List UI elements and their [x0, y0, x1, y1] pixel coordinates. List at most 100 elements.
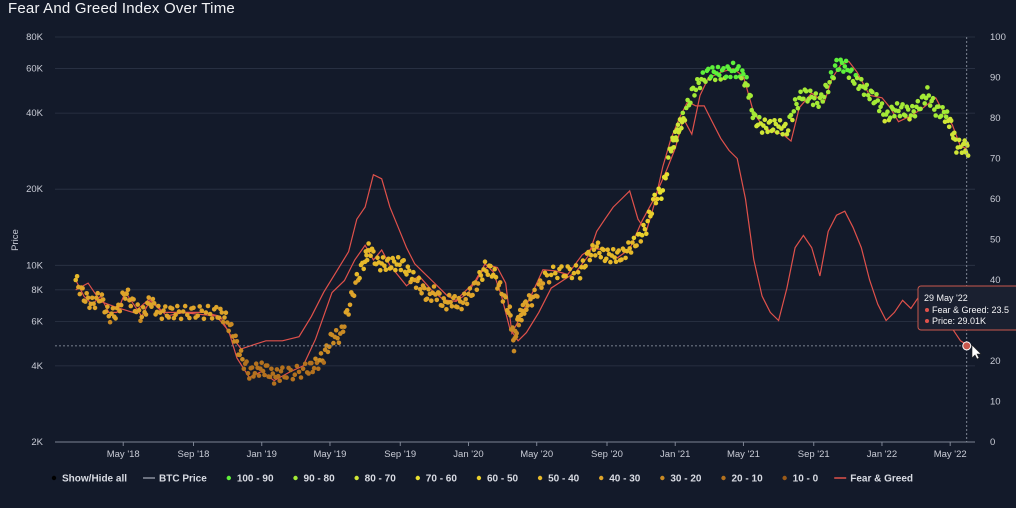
fear-greed-dot: [386, 256, 391, 262]
fear-greed-dot: [371, 249, 376, 254]
fear-greed-dot: [627, 246, 632, 251]
fear-greed-dot: [514, 330, 519, 336]
fear-greed-dot: [218, 306, 223, 312]
fear-greed-dot: [270, 371, 276, 376]
fear-greed-dot: [419, 291, 424, 296]
fear-greed-dot: [444, 307, 449, 312]
fear-greed-dot: [103, 309, 109, 314]
fear-greed-dot: [944, 109, 950, 114]
fear-greed-dot: [267, 374, 273, 380]
fear-greed-dot: [671, 145, 677, 150]
fear-greed-dot: [318, 351, 324, 356]
cursor-marker: [962, 341, 972, 351]
x-tick-label: Jan '19: [247, 449, 277, 460]
fear-greed-dot: [540, 281, 546, 286]
fear-greed-dot: [748, 93, 753, 98]
fear-greed-dot: [292, 372, 298, 378]
fear-greed-dot: [382, 263, 387, 269]
fear-greed-dot: [943, 114, 949, 120]
fear-greed-dot: [861, 92, 867, 98]
fear-greed-dot: [623, 255, 628, 261]
legend-item[interactable]: 40 - 30: [609, 474, 641, 485]
legend-item[interactable]: 10 - 0: [793, 474, 819, 485]
y-tick-label-left: 4K: [31, 361, 43, 372]
fear-greed-dot: [639, 232, 645, 238]
x-tick-label: Sep '19: [384, 449, 416, 460]
fear-greed-dot: [429, 298, 434, 304]
y-tick-label-left: 20K: [26, 184, 44, 195]
fear-greed-dot: [546, 280, 552, 285]
legend-item[interactable]: BTC Price: [159, 474, 207, 485]
fear-greed-dot: [480, 277, 485, 283]
y-tick-label-right: 10: [990, 397, 1001, 408]
fear-greed-dot: [900, 102, 905, 107]
fear-greed-dot: [182, 303, 188, 309]
fear-greed-dot: [749, 107, 754, 113]
legend-item[interactable]: 60 - 50: [487, 474, 519, 485]
legend-item[interactable]: 90 - 80: [304, 474, 336, 485]
fear-greed-dot: [311, 365, 317, 371]
fear-greed-dot: [616, 248, 621, 253]
fear-greed-dot: [652, 192, 657, 198]
fear-greed-dot: [759, 130, 765, 135]
fear-greed-dot: [364, 257, 370, 263]
fear-greed-dot: [842, 64, 848, 69]
fear-greed-dot: [342, 324, 347, 330]
fear-greed-dot: [166, 315, 171, 320]
fear-greed-dot: [740, 68, 745, 73]
fear-greed-dot: [649, 211, 655, 216]
fear-greed-dot: [728, 74, 733, 80]
fear-greed-dot: [768, 118, 773, 124]
fear-greed-dot: [820, 99, 825, 104]
fear-greed-dot: [679, 125, 684, 131]
tooltip-price: Price: 29.01K: [932, 316, 986, 326]
fear-greed-dot: [744, 74, 749, 80]
legend-item[interactable]: 80 - 70: [365, 474, 397, 485]
legend-item[interactable]: 70 - 60: [426, 474, 458, 485]
fear-greed-dot: [832, 63, 838, 68]
tooltip-fear-greed: Fear & Greed: 23.5: [932, 305, 1009, 315]
fear-greed-dot: [791, 109, 797, 114]
fear-greed-dot: [821, 94, 827, 100]
fear-greed-dot: [770, 127, 776, 132]
fear-greed-dot: [110, 306, 116, 311]
fear-greed-dot: [105, 304, 110, 310]
fear-greed-dot: [525, 303, 530, 308]
fear-greed-dot: [854, 75, 860, 81]
fear-greed-dot: [930, 95, 936, 101]
legend-item[interactable]: 100 - 90: [237, 474, 274, 485]
fear-greed-dot: [712, 77, 718, 83]
fear-greed-dot: [113, 316, 118, 321]
fear-greed-dot: [510, 325, 515, 330]
fear-greed-dot: [757, 114, 762, 120]
fear-greed-dot: [601, 247, 606, 253]
fear-greed-dot: [237, 352, 242, 358]
fear-greed-dot: [634, 243, 639, 248]
legend-item[interactable]: 20 - 10: [732, 474, 764, 485]
fear-greed-dot: [932, 107, 937, 112]
fear-greed-dot: [226, 328, 231, 334]
fear-greed-dot: [176, 309, 182, 314]
legend-item[interactable]: 50 - 40: [548, 474, 580, 485]
fear-greed-dot: [146, 295, 151, 300]
x-tick-label: May '20: [520, 449, 553, 460]
legend-item[interactable]: Show/Hide all: [62, 474, 127, 485]
fear-greed-dot: [631, 235, 637, 241]
fear-greed-dot: [569, 275, 575, 281]
fear-greed-dot: [875, 98, 881, 103]
fear-greed-dot: [555, 275, 560, 281]
fear-greed-dot: [309, 360, 314, 366]
legend-item[interactable]: Fear & Greed: [850, 474, 913, 485]
fear-greed-dot: [316, 366, 321, 372]
fear-greed-dot: [870, 89, 875, 95]
fear-greed-dot: [493, 274, 499, 280]
legend-item[interactable]: 30 - 20: [670, 474, 702, 485]
fear-greed-dot: [416, 275, 422, 281]
fear-greed-dot: [361, 266, 367, 272]
fear-greed-dot: [354, 271, 360, 277]
fear-greed-dot: [156, 303, 161, 309]
fear-greed-dot: [956, 137, 962, 143]
fear-greed-dot: [526, 293, 532, 298]
fear-greed-dot: [401, 258, 407, 263]
fear-greed-dot: [695, 77, 700, 82]
